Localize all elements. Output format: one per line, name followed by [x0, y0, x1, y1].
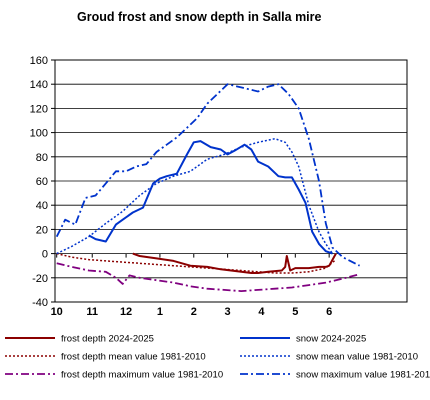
- y-axis: -40 -20 0 20 40 60 80 100 120 140 160: [30, 55, 55, 309]
- series-group: [55, 83, 361, 293]
- series-line: [88, 140, 333, 255]
- x-tick-label: 10: [51, 306, 63, 318]
- x-tick-label: 2: [191, 306, 197, 318]
- x-tick-label: 3: [225, 306, 231, 318]
- legend-label: snow maximum value 1981-2010: [296, 370, 430, 381]
- series-line: [56, 262, 360, 293]
- chart-title: Groud frost and snow depth in Salla mire: [77, 10, 322, 24]
- y-tick-label: -40: [32, 297, 48, 309]
- series-line: [56, 252, 337, 274]
- x-axis: 10 11 12 1 2 3 4 5 6: [51, 253, 332, 318]
- legend: frost depth 2024-2025 frost depth mean va…: [5, 334, 430, 381]
- y-tick-label: 100: [30, 128, 48, 140]
- legend-label: frost depth 2024-2025: [61, 334, 154, 345]
- x-tick-label: 1: [157, 306, 163, 318]
- series-line: [132, 252, 337, 274]
- series-line: [56, 137, 334, 255]
- y-tick-label: 120: [30, 103, 48, 115]
- grid: [55, 59, 407, 303]
- x-tick-label: 6: [326, 306, 332, 318]
- x-tick-label: 4: [258, 306, 265, 318]
- x-tick-label: 5: [292, 306, 298, 318]
- series-line: [55, 83, 361, 267]
- y-tick-label: 160: [30, 55, 48, 67]
- y-tick-label: 140: [30, 79, 48, 91]
- legend-label: frost depth maximum value 1981-2010: [61, 370, 223, 381]
- y-tick-label: 0: [42, 249, 48, 261]
- legend-label: snow 2024-2025: [296, 334, 366, 345]
- legend-label: snow mean value 1981-2010: [296, 352, 418, 363]
- legend-label: frost depth mean value 1981-2010: [61, 352, 206, 363]
- y-tick-label: -20: [32, 273, 48, 285]
- x-tick-label: 11: [86, 306, 98, 318]
- y-tick-label: 40: [36, 200, 48, 212]
- y-tick-label: 20: [36, 224, 48, 236]
- x-tick-label: 12: [120, 306, 132, 318]
- y-tick-label: 60: [36, 176, 48, 188]
- y-tick-label: 80: [36, 152, 48, 164]
